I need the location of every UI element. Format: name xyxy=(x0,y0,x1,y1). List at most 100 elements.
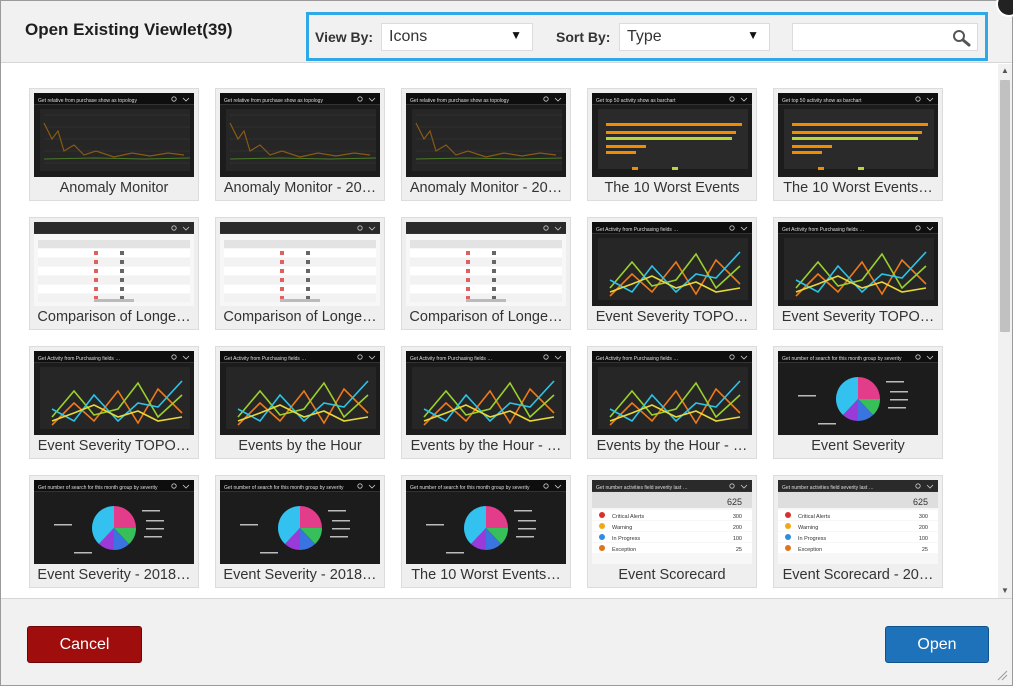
viewlet-tile[interactable]: Get Activity from Purchasing fields … Eve… xyxy=(401,346,571,459)
viewlet-tile-label: The 10 Worst Events… xyxy=(411,567,561,583)
view-by-value: Icons xyxy=(389,28,428,45)
search-icon[interactable] xyxy=(951,28,971,48)
viewlet-tile-label: Event Severity TOPO… xyxy=(595,309,749,325)
scorecard-chart-thumbnail-icon: Get number activities field severity las… xyxy=(592,483,752,553)
sort-by-select[interactable]: Type ▼ xyxy=(619,23,770,51)
viewlet-tile[interactable]: Get number of search for this month grou… xyxy=(401,475,571,588)
viewlet-tile-label: Anomaly Monitor - 20… xyxy=(409,180,563,196)
viewlet-tile[interactable]: Get number of search for this month grou… xyxy=(29,475,199,588)
scroll-thumb[interactable] xyxy=(1000,80,1010,332)
svg-text:Get number activities field se: Get number activities field severity las… xyxy=(596,485,688,491)
line-chart-thumbnail-icon: Get relative from purchase show as topol… xyxy=(410,96,563,171)
viewlet-tile[interactable]: Get Activity from Purchasing fields … Eve… xyxy=(215,346,385,459)
thumbnail-title-bar xyxy=(592,480,752,492)
viewlet-tile[interactable]: Comparison of Longe… xyxy=(215,217,385,330)
svg-text:In Progress: In Progress xyxy=(612,536,640,542)
thumbnail-title-bar xyxy=(34,222,194,234)
viewlet-tile-label: Event Severity xyxy=(811,438,905,454)
viewlet-tile-label: Event Scorecard xyxy=(618,567,726,583)
viewlet-tile[interactable]: Get Activity from Purchasing fields … Eve… xyxy=(773,217,943,330)
viewlet-tile[interactable]: Get Activity from Purchasing fields … Eve… xyxy=(29,346,199,459)
viewlet-tile-label: Anomaly Monitor - 20… xyxy=(223,180,377,196)
viewlet-thumbnail: Get relative from purchase show as topol… xyxy=(406,93,566,177)
viewlet-thumbnail: Get Activity from Purchasing fields … xyxy=(34,351,194,435)
view-by-select[interactable]: Icons ▼ xyxy=(381,23,533,51)
vertical-scrollbar[interactable]: ▲ ▼ xyxy=(998,64,1012,598)
viewlet-thumbnail: Get Activity from Purchasing fields … xyxy=(220,351,380,435)
viewlet-tile[interactable]: Get relative from purchase show as topol… xyxy=(401,88,571,201)
viewlet-thumbnail: Get number of search for this month grou… xyxy=(220,480,380,564)
viewlet-tile[interactable]: Get number of search for this month grou… xyxy=(773,346,943,459)
viewlet-thumbnail xyxy=(406,222,566,306)
viewlet-tile-label: Events by the Hour - … xyxy=(410,438,562,454)
svg-text:625: 625 xyxy=(913,497,928,507)
viewlet-tile[interactable]: Get number activities field severity las… xyxy=(773,475,943,588)
hbar-chart-thumbnail-icon: Get top 50 activity show as barchart xyxy=(596,96,748,170)
viewlet-thumbnail: Get number of search for this month grou… xyxy=(406,480,566,564)
viewlet-tile[interactable]: Get relative from purchase show as topol… xyxy=(215,88,385,201)
scorecard-chart-thumbnail-icon: Get number activities field severity las… xyxy=(778,483,938,553)
viewlet-tile[interactable]: Comparison of Longe… xyxy=(29,217,199,330)
open-button[interactable]: Open xyxy=(885,626,989,663)
thumbnail-title-bar xyxy=(406,222,566,234)
thumbnail-title-bar xyxy=(592,93,752,105)
svg-text:Warning: Warning xyxy=(798,525,818,531)
thumbnail-title-bar xyxy=(778,93,938,105)
search-input[interactable] xyxy=(792,23,978,51)
scroll-up-icon[interactable]: ▲ xyxy=(1001,66,1009,75)
viewlet-thumbnail: Get Activity from Purchasing fields … xyxy=(592,222,752,306)
viewlet-tile[interactable]: Get Activity from Purchasing fields … Eve… xyxy=(587,217,757,330)
multiline-chart-thumbnail-icon: Get Activity from Purchasing fields … xyxy=(410,354,562,429)
table-chart-thumbnail-icon xyxy=(410,225,562,302)
thumbnail-title-bar xyxy=(406,480,566,492)
svg-text:Get Activity from Purchasing f: Get Activity from Purchasing fields … xyxy=(596,356,678,362)
thumbnail-title-bar xyxy=(34,480,194,492)
svg-text:Get Activity from Purchasing f: Get Activity from Purchasing fields … xyxy=(38,356,120,362)
svg-text:Exception: Exception xyxy=(798,547,822,553)
svg-text:Get Activity from Purchasing f: Get Activity from Purchasing fields … xyxy=(782,227,864,233)
dialog-header: Open Existing Viewlet(39) View By: Icons… xyxy=(1,1,1012,63)
table-chart-thumbnail-icon xyxy=(38,225,190,302)
svg-text:25: 25 xyxy=(736,547,742,553)
thumbnail-title-bar xyxy=(592,222,752,234)
chevron-down-icon: ▼ xyxy=(510,28,522,42)
thumbnail-title-bar xyxy=(34,351,194,363)
dialog-footer: Cancel Open xyxy=(1,598,1012,685)
viewlet-thumbnail: Get Activity from Purchasing fields … xyxy=(778,222,938,306)
viewlet-tile[interactable]: Get top 50 activity show as barchart The … xyxy=(587,88,757,201)
viewlet-tile-label: Event Severity - 2018… xyxy=(37,567,191,583)
viewlet-tile[interactable]: Comparison of Longe… xyxy=(401,217,571,330)
viewlet-tile[interactable]: Get number of search for this month grou… xyxy=(215,475,385,588)
svg-text:200: 200 xyxy=(919,525,928,531)
svg-text:Get relative from purchase sho: Get relative from purchase show as topol… xyxy=(410,98,509,104)
viewlet-tile-label: Comparison of Longe… xyxy=(409,309,563,325)
svg-text:Get number of search for this: Get number of search for this month grou… xyxy=(782,356,902,362)
svg-text:300: 300 xyxy=(733,514,742,520)
viewlet-thumbnail: Get number activities field severity las… xyxy=(778,480,938,564)
svg-text:Get top 50 activity show as ba: Get top 50 activity show as barchart xyxy=(782,98,862,104)
pie-chart-thumbnail-icon: Get number of search for this month grou… xyxy=(224,483,376,554)
svg-text:625: 625 xyxy=(727,497,742,507)
viewlet-tile[interactable]: Get top 50 activity show as barchart The … xyxy=(773,88,943,201)
viewlet-tile[interactable]: Get number activities field severity las… xyxy=(587,475,757,588)
viewlet-thumbnail: Get number activities field severity las… xyxy=(592,480,752,564)
svg-text:Get number activities field se: Get number activities field severity las… xyxy=(782,485,874,491)
viewlet-tile-label: Anomaly Monitor xyxy=(59,180,169,196)
svg-text:Critical Alerts: Critical Alerts xyxy=(798,514,830,520)
cancel-button[interactable]: Cancel xyxy=(27,626,142,663)
close-icon[interactable] xyxy=(996,0,1013,17)
resize-handle-icon[interactable] xyxy=(996,669,1008,681)
pie-chart-thumbnail-icon: Get number of search for this month grou… xyxy=(38,483,190,554)
pie-chart-thumbnail-icon: Get number of search for this month grou… xyxy=(410,483,562,554)
scroll-down-icon[interactable]: ▼ xyxy=(1001,586,1009,595)
viewlet-tile-label: Event Scorecard - 20… xyxy=(782,567,934,583)
line-chart-thumbnail-icon: Get relative from purchase show as topol… xyxy=(38,96,191,171)
viewlet-tile[interactable]: Get Activity from Purchasing fields … Eve… xyxy=(587,346,757,459)
thumbnail-title-bar xyxy=(220,480,380,492)
dialog-title: Open Existing Viewlet(39) xyxy=(25,20,233,39)
viewlet-tile[interactable]: Get relative from purchase show as topol… xyxy=(29,88,199,201)
toolbar: View By: Icons ▼ Sort By: Type ▼ xyxy=(306,12,988,61)
viewlet-tile-label: Comparison of Longe… xyxy=(37,309,191,325)
multiline-chart-thumbnail-icon: Get Activity from Purchasing fields … xyxy=(596,225,748,300)
